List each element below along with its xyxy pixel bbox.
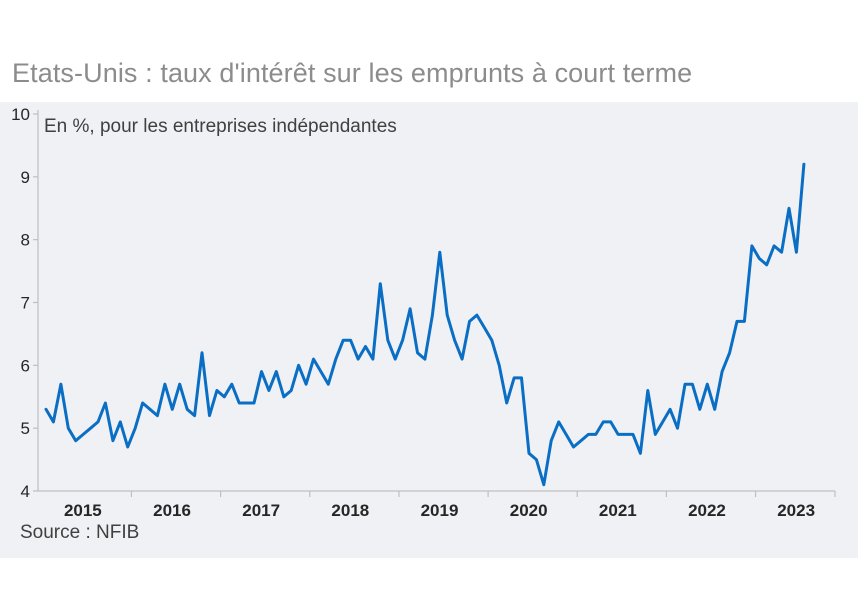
x-tick-label: 2018 (331, 501, 369, 520)
x-tick-label: 2022 (688, 501, 726, 520)
x-tick-label: 2019 (421, 501, 459, 520)
y-tick-label: 5 (21, 419, 30, 438)
series-line (44, 162, 806, 487)
series-layer (44, 162, 806, 487)
chart-subtitle: En %, pour les entreprises indépendantes (44, 116, 397, 137)
y-axis: 4 5 6 7 8 9 10 (11, 105, 39, 501)
y-tick-label: 10 (11, 105, 30, 124)
x-tick-label: 2016 (153, 501, 191, 520)
x-tick-label: 2017 (242, 501, 280, 520)
x-tick-label: 2021 (599, 501, 637, 520)
y-tick-label: 7 (21, 294, 30, 313)
y-tick-label: 8 (21, 231, 30, 250)
x-tick-label: 2015 (64, 501, 102, 520)
y-tick-label: 9 (21, 168, 30, 187)
chart-source: Source : NFIB (20, 522, 140, 543)
y-tick-label: 4 (21, 482, 30, 501)
y-tick-label: 6 (21, 356, 30, 375)
x-tick-label: 2020 (510, 501, 548, 520)
chart-title: Etats-Unis : taux d'intérêt sur les empr… (12, 58, 693, 88)
x-tick-label: 2023 (777, 501, 815, 520)
x-axis: 2015 2016 2017 2018 2019 2020 2021 2022 2023 (38, 490, 836, 520)
